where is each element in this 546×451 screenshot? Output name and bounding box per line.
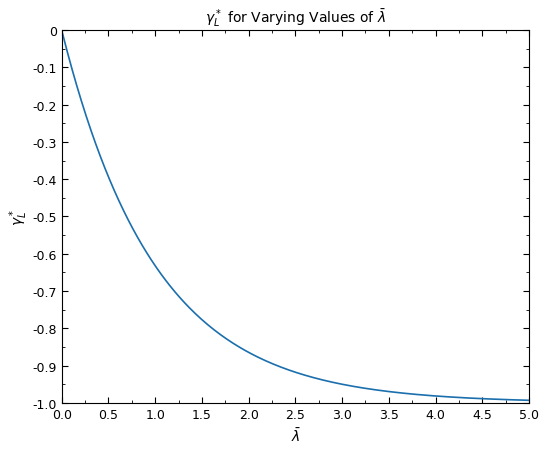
Y-axis label: $\gamma_L^*$: $\gamma_L^*$ xyxy=(7,208,29,226)
Title: $\gamma_L^*$ for Varying Values of $\bar{\lambda}$: $\gamma_L^*$ for Varying Values of $\bar… xyxy=(205,7,386,29)
X-axis label: $\bar{\lambda}$: $\bar{\lambda}$ xyxy=(290,426,300,444)
